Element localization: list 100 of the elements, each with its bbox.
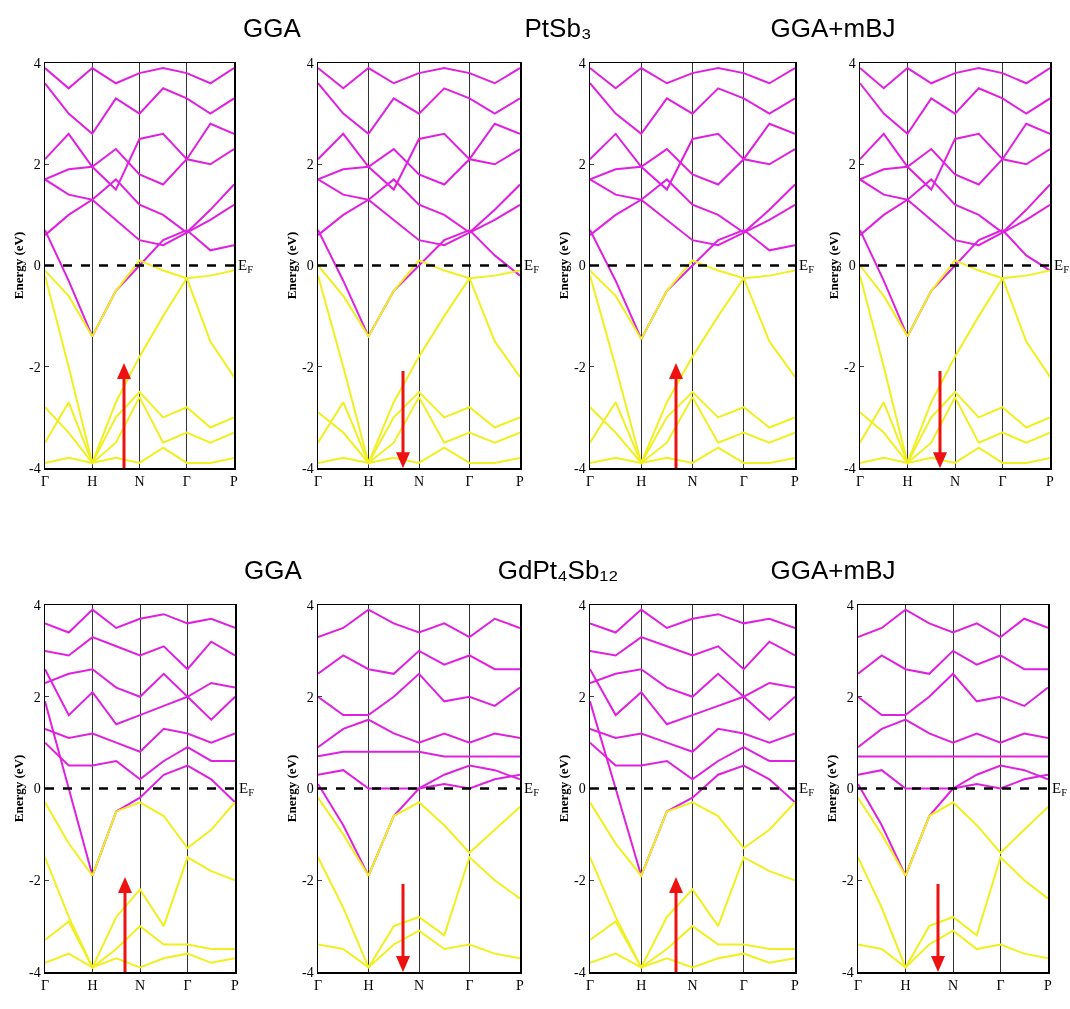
x-tick-label: Γ (40, 474, 50, 490)
ref-line-label: E$_{F}$ (238, 257, 254, 276)
y-tick-label: 0 (578, 781, 586, 797)
ref-line-label: E$_{F}$ (799, 780, 815, 799)
x-tick-label: N (687, 474, 698, 490)
y-tick-label: 0 (33, 781, 41, 797)
x-tick-label: N (947, 978, 959, 994)
y-tick-label: -4 (302, 460, 314, 476)
x-tick-label: H (900, 978, 911, 994)
y-tick-label: 2 (306, 157, 314, 173)
x-tick-label: Γ (313, 474, 323, 490)
chart-title: GdPt₄Sb₁₂ (497, 555, 619, 586)
x-tick-label: N (413, 474, 425, 490)
y-tick-label: 4 (306, 597, 314, 613)
chart-title: GGA (243, 13, 301, 44)
y-axis-title: Energy (eV) (826, 231, 842, 300)
y-tick-label: -4 (574, 964, 586, 980)
x-tick-label: Γ (739, 474, 748, 490)
x-tick-label: H (363, 978, 374, 994)
y-tick-label: -2 (574, 873, 586, 889)
x-tick-label: N (413, 978, 425, 994)
x-tick-label: H (636, 474, 647, 490)
y-tick-label: -4 (844, 460, 856, 476)
ref-line-label: E$_{F}$ (799, 257, 815, 276)
x-tick-label: P (791, 978, 800, 994)
x-tick-label: Γ (183, 978, 192, 994)
x-tick-label: Γ (739, 978, 748, 994)
x-tick-label: Γ (855, 474, 865, 490)
y-tick-label: 0 (33, 258, 41, 274)
x-tick-label: P (230, 474, 239, 490)
y-tick-label: -2 (302, 359, 314, 375)
y-tick-label: -2 (844, 359, 856, 375)
x-tick-label: N (687, 978, 698, 994)
ref-line-label: E$_{F}$ (524, 257, 540, 276)
y-tick-label: 2 (848, 157, 856, 173)
y-tick-label: -2 (302, 873, 314, 889)
x-tick-label: Γ (40, 978, 50, 994)
y-tick-label: -2 (29, 873, 41, 889)
y-tick-label: 2 (33, 157, 41, 173)
y-tick-label: 2 (33, 689, 41, 705)
x-tick-label: H (636, 978, 647, 994)
chart-title: GGA+mBJ (770, 555, 896, 586)
x-tick-label: P (516, 978, 525, 994)
ref-line-label: E$_{F}$ (239, 780, 255, 799)
chart-title: GGA+mBJ (770, 13, 896, 44)
y-axis-title: Energy (eV) (11, 231, 27, 300)
x-tick-label: N (949, 474, 961, 490)
y-tick-label: 4 (846, 597, 854, 613)
x-tick-label: Γ (996, 978, 1005, 994)
x-tick-label: Γ (313, 978, 323, 994)
y-tick-label: -2 (842, 873, 854, 889)
x-tick-label: P (231, 978, 240, 994)
y-axis-title: Energy (eV) (556, 754, 572, 823)
x-tick-label: Γ (585, 978, 595, 994)
y-tick-label: 0 (578, 258, 586, 274)
y-axis-title: Energy (eV) (284, 231, 300, 300)
y-tick-label: 4 (578, 597, 586, 613)
x-tick-label: H (87, 474, 98, 490)
y-tick-label: -4 (302, 964, 314, 980)
y-tick-label: 4 (578, 55, 586, 71)
x-tick-label: P (1046, 474, 1055, 490)
x-tick-label: P (1044, 978, 1053, 994)
ref-line-label: E$_{F}$ (524, 780, 540, 799)
y-axis-title: Energy (eV) (284, 754, 300, 823)
x-tick-label: Γ (998, 474, 1007, 490)
y-tick-label: -2 (574, 359, 586, 375)
ref-line-label: E$_{F}$ (1052, 780, 1068, 799)
y-tick-label: 4 (306, 55, 314, 71)
x-tick-label: Γ (465, 474, 474, 490)
chart-title: PtSb₃ (524, 13, 592, 44)
x-tick-label: H (87, 978, 98, 994)
y-tick-label: 4 (33, 55, 41, 71)
y-tick-label: 2 (846, 689, 854, 705)
y-tick-label: 2 (306, 689, 314, 705)
y-tick-label: -4 (574, 460, 586, 476)
x-tick-label: Γ (853, 978, 863, 994)
y-axis-title: Energy (eV) (11, 754, 27, 823)
y-tick-label: 0 (306, 258, 314, 274)
y-tick-label: 4 (33, 597, 41, 613)
y-tick-label: -4 (29, 964, 41, 980)
x-tick-label: P (516, 474, 525, 490)
x-tick-label: P (791, 474, 800, 490)
y-tick-label: 2 (578, 157, 586, 173)
x-tick-label: N (134, 978, 146, 994)
y-tick-label: 4 (848, 55, 856, 71)
x-tick-label: N (134, 474, 145, 490)
x-tick-label: Γ (585, 474, 595, 490)
y-tick-label: 0 (306, 781, 314, 797)
y-tick-label: -4 (842, 964, 854, 980)
x-tick-label: Γ (182, 474, 191, 490)
y-tick-label: 2 (578, 689, 586, 705)
y-tick-label: 0 (846, 781, 854, 797)
y-tick-label: -4 (29, 460, 41, 476)
y-tick-label: 0 (848, 258, 856, 274)
x-tick-label: Γ (465, 978, 474, 994)
y-axis-title: Energy (eV) (556, 231, 572, 300)
y-tick-label: -2 (29, 359, 41, 375)
y-axis-title: Energy (eV) (824, 754, 840, 823)
ref-line-label: E$_{F}$ (1054, 257, 1070, 276)
x-tick-label: H (363, 474, 374, 490)
